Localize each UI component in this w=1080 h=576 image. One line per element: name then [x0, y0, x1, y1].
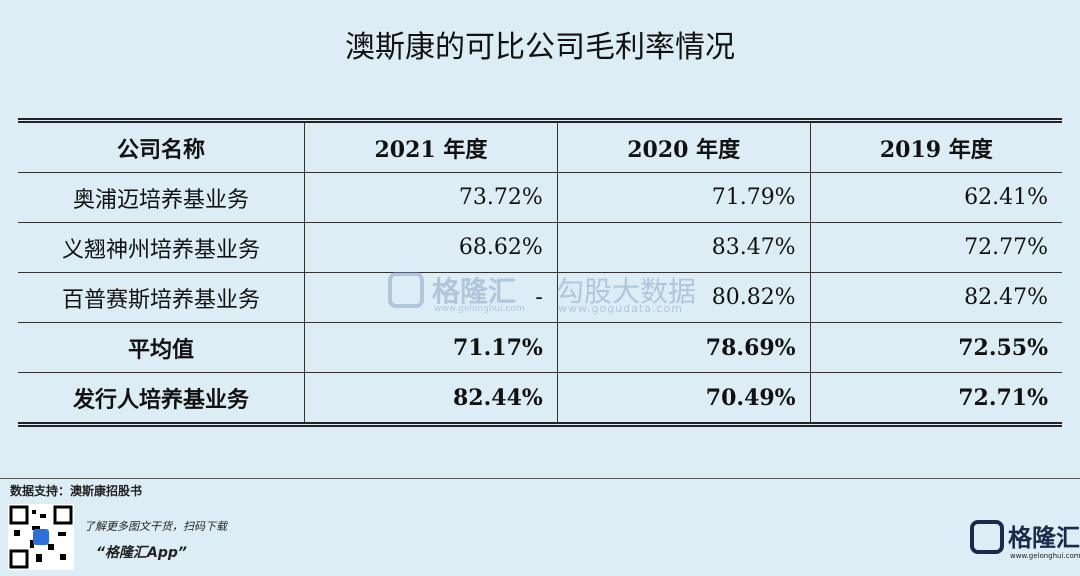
table-row: 奥浦迈培养基业务 73.72% 71.79% 62.41%	[18, 172, 1062, 223]
table-cell: 73.72%	[304, 172, 558, 223]
header-cell: 2021 年度	[304, 120, 558, 173]
table-cell: 70.49%	[556, 372, 811, 425]
promo: 了解更多图文干货，扫码下载	[84, 520, 227, 533]
app-name: “格隆汇App”	[96, 545, 187, 561]
table-cell: -	[304, 272, 558, 323]
table-cell: 78.69%	[556, 322, 811, 373]
table-cell: 62.41%	[809, 172, 1062, 223]
header-cell: 公司名称	[18, 120, 305, 173]
table-cell: 72.77%	[809, 222, 1062, 273]
table-row: 义翘神州培养基业务 68.62% 83.47% 72.77%	[18, 222, 1062, 273]
header-cell: 2020 年度	[556, 120, 811, 173]
table-cell: 80.82%	[556, 272, 811, 323]
table-row: 发行人培养基业务 82.44% 70.49% 72.71%	[18, 372, 1062, 425]
divider	[0, 478, 1080, 479]
source: 数据支持：澳斯康招股书	[10, 484, 143, 498]
table-cell: 68.62%	[304, 222, 558, 273]
table: 公司名称 2021 年度 2020 年度 2019 年度 奥浦迈培养基业务 73.72%…	[18, 118, 1062, 427]
table-cell: 百普赛斯培养基业务	[18, 272, 305, 323]
header-cell: 2019 年度	[809, 120, 1062, 173]
table-cell: 发行人培养基业务	[18, 372, 305, 425]
table-cell: 71.17%	[304, 322, 558, 373]
logo-url: www.gelonghui.com	[1010, 552, 1080, 560]
header-row: 公司名称 2021 年度 2020 年度 2019 年度	[18, 120, 1062, 173]
table-cell: 平均值	[18, 322, 305, 373]
watermark-url: www.gelonghui.com	[434, 304, 525, 314]
title: 澳斯康的可比公司毛利率情况	[345, 30, 735, 65]
table-cell: 72.55%	[809, 322, 1062, 373]
qr-code	[8, 504, 74, 570]
table-cell: 82.47%	[809, 272, 1062, 323]
table-row: 平均值 71.17% 78.69% 72.55%	[18, 322, 1062, 373]
table-cell: 义翘神州培养基业务	[18, 222, 305, 273]
table-row: 百普赛斯培养基业务 -80.82% 82.47%	[18, 272, 1062, 323]
watermark-brand: 格隆汇	[432, 275, 517, 308]
table-cell: 83.47%	[556, 222, 811, 273]
table-cell: 82.44%	[304, 372, 558, 425]
logo: 格隆汇	[1008, 524, 1080, 552]
table-cell: 奥浦迈培养基业务	[18, 172, 305, 223]
watermark-partner-url: www.gogudata.com	[558, 302, 683, 315]
watermark-partner: 勾股大数据	[556, 275, 697, 308]
logo-icon	[970, 520, 1004, 554]
table-cell: 71.79%	[556, 172, 811, 223]
watermark-icon	[388, 272, 424, 308]
table-cell: 72.71%	[809, 372, 1062, 425]
